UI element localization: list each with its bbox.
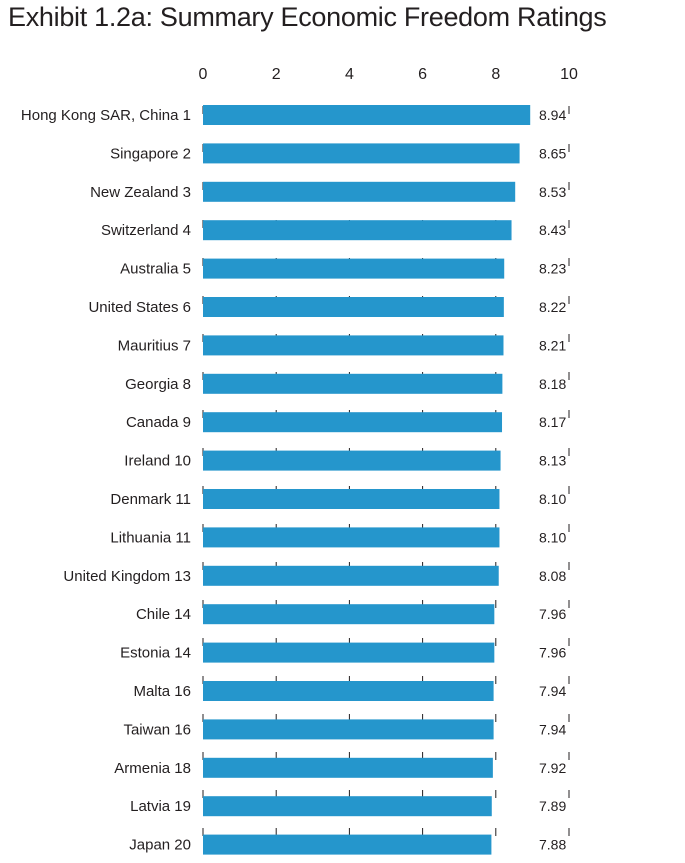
- category-label: Taiwan 16: [123, 721, 191, 738]
- bar: [203, 757, 493, 778]
- x-tick-label: 6: [418, 66, 427, 83]
- value-label: 8.10: [539, 529, 566, 545]
- value-label: 8.13: [539, 453, 566, 469]
- category-label: Malta 16: [133, 683, 191, 700]
- value-label: 7.92: [539, 760, 566, 776]
- bar: [203, 604, 495, 625]
- value-label: 8.22: [539, 299, 566, 315]
- bar: [203, 489, 500, 509]
- category-label: Latvia 19: [130, 798, 191, 815]
- value-label: 8.43: [539, 222, 566, 238]
- x-axis-ticks: 0 2 4 6 8 10: [199, 66, 578, 83]
- category-label: Singapore 2: [110, 145, 191, 162]
- bar: [203, 143, 520, 164]
- value-label: 8.53: [539, 184, 566, 200]
- category-label: United Kingdom 13: [63, 568, 191, 585]
- value-label: 8.23: [539, 261, 566, 277]
- bar: [203, 258, 505, 279]
- bar: [203, 373, 503, 394]
- bar: [203, 796, 492, 817]
- bar: [203, 834, 492, 855]
- value-label: 8.17: [539, 414, 566, 430]
- bar: [203, 335, 504, 356]
- grid-lines: [202, 92, 570, 863]
- bar: [203, 181, 516, 202]
- category-label: Estonia 14: [120, 645, 191, 662]
- value-label: 8.18: [539, 376, 566, 392]
- value-label: 7.89: [539, 798, 566, 814]
- chart-title: Exhibit 1.2a: Summary Economic Freedom R…: [8, 2, 607, 32]
- category-label: Canada 9: [126, 414, 191, 431]
- category-label: Lithuania 11: [110, 529, 191, 546]
- x-tick-label: 8: [491, 66, 500, 83]
- value-labels: 8.94 8.65 8.53 8.43 8.23 8.22 8.21 8.18 8.17 8.13…: [539, 107, 566, 853]
- value-label: 7.94: [539, 683, 566, 699]
- category-label: Ireland 10: [124, 453, 191, 470]
- value-label: 7.96: [539, 645, 566, 661]
- value-label: 8.08: [539, 568, 566, 584]
- bar: [203, 297, 504, 317]
- category-label: Switzerland 4: [101, 222, 191, 239]
- bar: [203, 105, 531, 125]
- bar: [203, 642, 495, 663]
- category-label: Hong Kong SAR, China 1: [21, 107, 191, 124]
- value-label: 7.96: [539, 606, 566, 622]
- category-label: Japan 20: [129, 837, 191, 854]
- category-label: Mauritius 7: [118, 337, 191, 354]
- bars: [203, 105, 531, 855]
- value-label: 7.88: [539, 837, 566, 853]
- value-label: 8.21: [539, 337, 566, 353]
- category-label: Georgia 8: [125, 376, 191, 393]
- bar: [203, 681, 494, 701]
- x-tick-label: 0: [199, 66, 208, 83]
- category-label: United States 6: [88, 299, 191, 316]
- bar: [203, 412, 503, 433]
- category-labels: Hong Kong SAR, China 1 Singapore 2 New Zea…: [21, 107, 191, 854]
- value-label: 7.94: [539, 721, 566, 737]
- bar: [203, 450, 501, 471]
- value-label: 8.94: [539, 107, 566, 123]
- category-label: Armenia 18: [114, 760, 191, 777]
- value-label: 8.65: [539, 145, 566, 161]
- value-label: 8.10: [539, 491, 566, 507]
- category-label: Australia 5: [120, 261, 191, 278]
- category-label: Denmark 11: [110, 491, 191, 508]
- bar: [203, 220, 512, 241]
- bar: [203, 719, 494, 740]
- bar: [203, 565, 499, 586]
- x-tick-label: 10: [560, 66, 578, 83]
- category-label: Chile 14: [136, 606, 191, 623]
- x-tick-label: 2: [272, 66, 281, 83]
- category-label: New Zealand 3: [90, 184, 191, 201]
- x-tick-label: 4: [345, 66, 354, 83]
- bar: [203, 527, 500, 548]
